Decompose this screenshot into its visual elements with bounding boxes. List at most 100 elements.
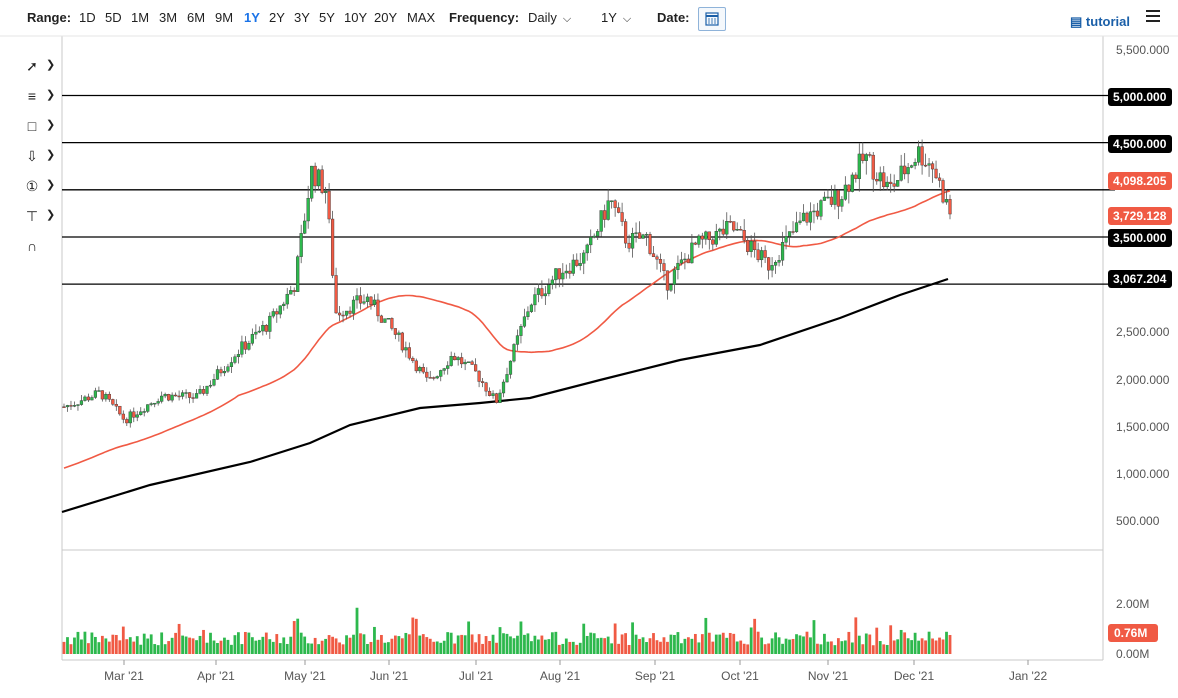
range-10y[interactable]: 10Y	[344, 10, 368, 25]
volume-bar	[585, 635, 589, 654]
volume-bar	[554, 631, 558, 654]
tool-measure[interactable]: ⊤ ❯	[14, 206, 56, 230]
tool-fibonacci[interactable]: ≡ ❯	[14, 86, 56, 110]
range-1d[interactable]: 1D	[79, 10, 96, 25]
range-3m[interactable]: 3M	[159, 10, 178, 25]
ma200-path	[61, 277, 949, 514]
volume-bar	[299, 632, 303, 654]
volume-bar	[770, 638, 774, 654]
volume-bar	[753, 618, 757, 654]
calendar-button[interactable]	[698, 7, 726, 31]
candle-body	[564, 270, 568, 274]
volume-bar	[289, 636, 293, 654]
candle-body	[177, 395, 181, 398]
candle-body	[205, 385, 209, 394]
candle-body	[665, 270, 670, 291]
period-select[interactable]: 1Y ⌵	[601, 10, 631, 26]
candle-body	[212, 379, 216, 386]
candle-body	[428, 377, 432, 379]
volume-bar	[578, 642, 582, 654]
volume-bar	[693, 633, 697, 654]
volume-bar	[139, 644, 143, 654]
volume-bar	[80, 639, 83, 654]
candle-body	[184, 392, 188, 394]
tool-trendline[interactable]: ➚ ❯	[14, 56, 56, 80]
volume-bar	[830, 641, 833, 654]
volume-bar	[620, 634, 624, 654]
tool-magnet[interactable]: ∩	[14, 236, 56, 260]
range-9m[interactable]: 9M	[215, 10, 234, 25]
candle-body	[439, 370, 443, 377]
range-2y[interactable]: 2Y	[269, 10, 285, 25]
volume-bar	[261, 636, 265, 654]
candle-body	[421, 367, 425, 373]
candle-body	[644, 234, 649, 236]
range-5d[interactable]: 5D	[105, 10, 122, 25]
volume-bar	[414, 618, 418, 654]
volume-bar	[735, 641, 739, 654]
volume-tick-label: 0.00M	[1116, 647, 1149, 661]
x-tick-label: Dec '21	[894, 669, 935, 683]
range-1m[interactable]: 1M	[131, 10, 150, 25]
candle-body	[498, 392, 502, 404]
candle-body	[683, 258, 687, 261]
volume-bar	[488, 640, 491, 654]
volume-bar	[927, 631, 931, 654]
candle-body	[344, 310, 349, 316]
volume-bar	[369, 641, 373, 654]
tool-number[interactable]: ① ❯	[14, 176, 56, 200]
volume-bar	[142, 633, 146, 654]
candle-body	[711, 239, 715, 245]
volume-bar	[366, 643, 369, 654]
frequency-select[interactable]: Daily ⌵	[528, 10, 571, 26]
candle-body	[376, 299, 380, 317]
candle-body	[425, 371, 429, 378]
candle-body	[885, 181, 889, 188]
volume-bar	[760, 637, 764, 654]
tool-rectangle[interactable]: □ ❯	[14, 116, 56, 140]
candle-body	[568, 270, 572, 274]
range-max[interactable]: MAX	[407, 10, 436, 25]
volume-bar	[934, 640, 938, 654]
range-5y[interactable]: 5Y	[319, 10, 335, 25]
volume-bar	[481, 643, 484, 654]
volume-bar	[816, 643, 819, 654]
range-1y[interactable]: 1Y	[244, 10, 260, 25]
volume-bar	[264, 632, 268, 654]
candle-body	[805, 212, 809, 223]
y-tick-label: 2,500.000	[1116, 325, 1170, 339]
volume-bar	[341, 644, 345, 654]
candle-body	[404, 347, 408, 351]
volume-bar	[491, 634, 495, 654]
range-6m[interactable]: 6M	[187, 10, 206, 25]
volume-bar	[107, 641, 111, 654]
volume-bar	[557, 644, 561, 654]
volume-bar	[864, 633, 868, 654]
volume-bar	[756, 631, 760, 654]
candle-body	[90, 397, 94, 401]
candle-body	[86, 396, 91, 401]
chevron-down-icon: ⌵	[622, 13, 632, 25]
candle-body	[634, 232, 638, 234]
range-3y[interactable]: 3Y	[294, 10, 310, 25]
volume-bar	[509, 636, 512, 654]
candle-body	[327, 190, 331, 220]
candle-body	[97, 390, 101, 392]
volume-bar	[271, 641, 275, 654]
candle-body	[773, 262, 778, 266]
tutorial-link[interactable]: ▤ tutorial	[1070, 14, 1130, 30]
volume-bar	[202, 629, 205, 654]
candle-body	[407, 347, 411, 359]
candle-body	[317, 169, 321, 187]
range-20y[interactable]: 20Y	[374, 10, 398, 25]
hamburger-menu-icon[interactable]	[1146, 10, 1160, 25]
volume-bar	[310, 643, 314, 654]
tool-arrow[interactable]: ⇩ ❯	[14, 146, 56, 170]
volume-bar	[254, 640, 258, 654]
candle-body	[160, 395, 164, 402]
candle-body	[822, 196, 827, 201]
candle-body	[753, 240, 757, 251]
candle-body	[794, 222, 799, 233]
volume-bar	[223, 637, 226, 654]
